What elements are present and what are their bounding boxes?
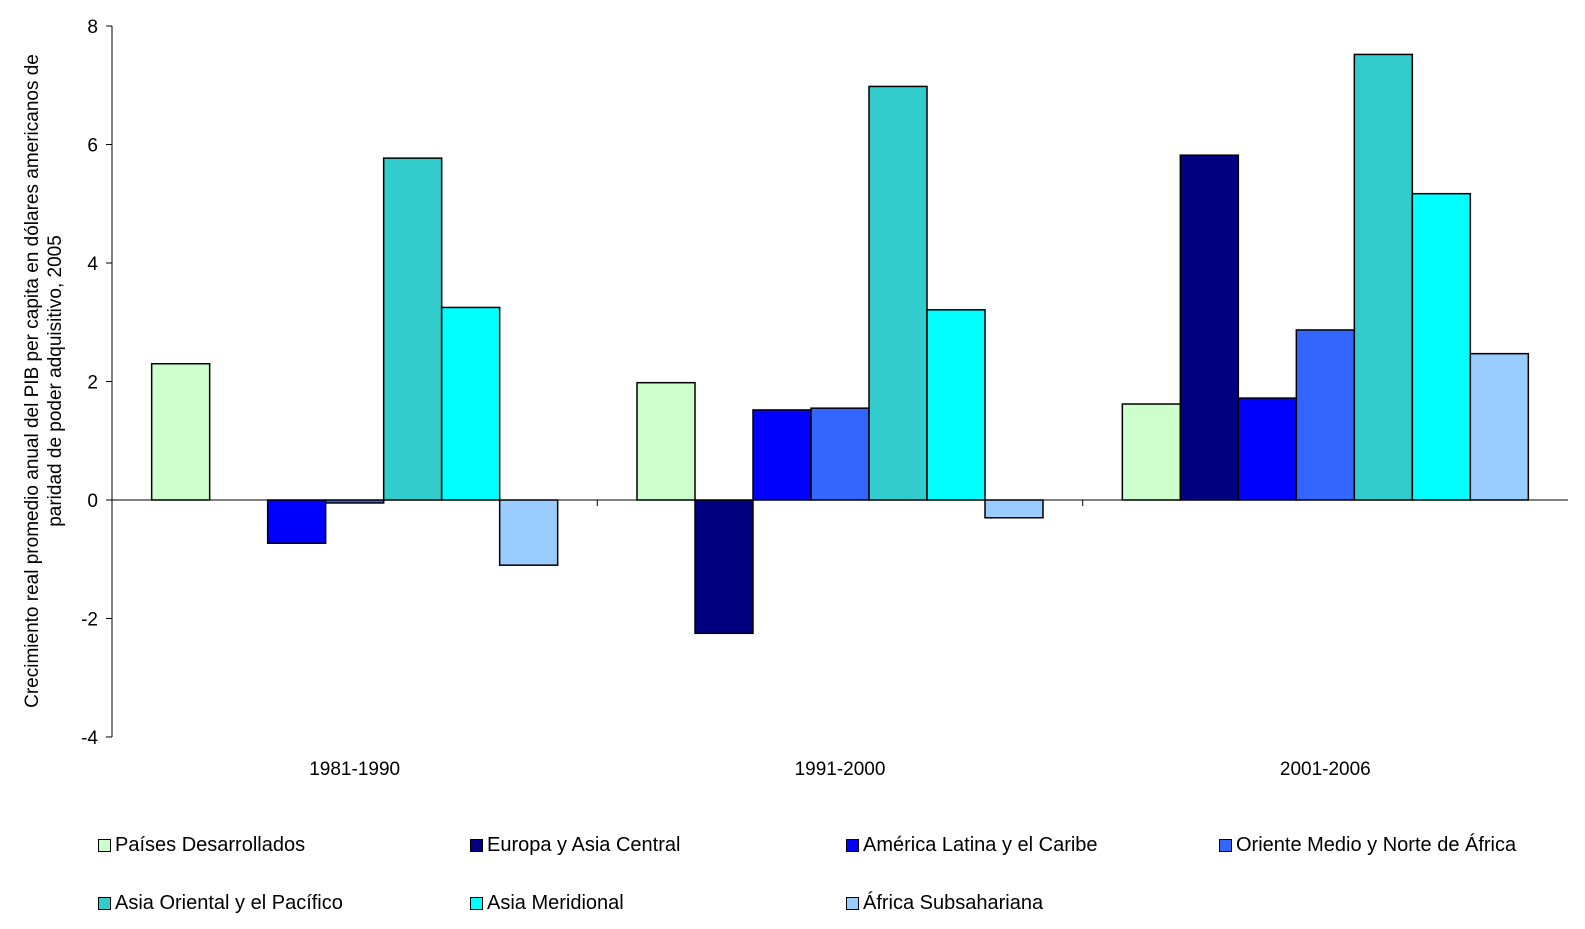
axes-layer: -4 -2 0 2 4 6 8 1981-1990 1991-2000 2001-2006 xyxy=(81,17,1568,780)
legend-label: Asia Oriental y el Pacífico xyxy=(115,892,343,914)
y-tick-label: -4 xyxy=(81,728,98,749)
bar-3-1991-2000 xyxy=(752,409,812,501)
legend-item: Europa y Asia Central xyxy=(470,834,680,857)
bar-2-2001-2006 xyxy=(1179,154,1240,501)
legend-swatch xyxy=(1219,839,1232,852)
legend-label: África Subsahariana xyxy=(863,892,1044,914)
legend-item: Oriente Medio y Norte de África xyxy=(1219,834,1516,857)
legend-item: Asia Oriental y el Pacífico xyxy=(98,892,343,915)
y-axis-title-line-2: paridad de poder adquisitivo, 2005 xyxy=(45,235,66,527)
y-tick-label: -2 xyxy=(81,610,98,631)
legend-swatch xyxy=(846,839,859,852)
legend-swatch xyxy=(98,897,111,910)
legend-label: América Latina y el Caribe xyxy=(863,834,1098,856)
legend: Países Desarrollados Europa y Asia Centra… xyxy=(98,834,1568,924)
legend-label: Asia Meridional xyxy=(487,892,624,914)
bar-7-2001-2006 xyxy=(1469,352,1530,501)
legend-item: Países Desarrollados xyxy=(98,834,305,857)
legend-swatch xyxy=(470,897,483,910)
bars-layer xyxy=(150,53,1530,635)
bar-6-2001-2006 xyxy=(1411,192,1472,501)
x-tick-label: 2001-2006 xyxy=(1280,759,1371,780)
legend-label: Oriente Medio y Norte de África xyxy=(1236,834,1517,856)
bar-1-1981-1990 xyxy=(150,362,211,501)
y-tick-label: 2 xyxy=(87,373,98,394)
y-axis-title-line-1: Crecimiento real promedio anual del PIB … xyxy=(22,54,43,708)
legend-item: África Subsahariana xyxy=(846,892,1043,915)
y-tick-label: 8 xyxy=(87,17,98,38)
legend-label: Países Desarrollados xyxy=(115,834,306,856)
legend-label: Europa y Asia Central xyxy=(487,834,681,856)
bar-4-2001-2006 xyxy=(1295,329,1356,501)
bar-4-1991-2000 xyxy=(810,407,870,501)
bar-7-1981-1990 xyxy=(498,499,559,566)
legend-item: Asia Meridional xyxy=(470,892,624,915)
bar-5-1981-1990 xyxy=(382,157,443,501)
legend-swatch xyxy=(470,839,483,852)
legend-item: América Latina y el Caribe xyxy=(846,834,1098,857)
y-tick-label: 6 xyxy=(87,136,98,157)
bar-6-1981-1990 xyxy=(440,306,501,501)
legend-swatch xyxy=(846,897,859,910)
bar-6-1991-2000 xyxy=(926,309,986,501)
x-tick-label: 1991-2000 xyxy=(795,759,886,780)
bar-5-2001-2006 xyxy=(1353,53,1414,501)
bar-2-1991-2000 xyxy=(694,499,754,635)
bar-7-1991-2000 xyxy=(984,499,1044,519)
bar-3-2001-2006 xyxy=(1237,397,1298,501)
x-tick-label: 1981-1990 xyxy=(309,759,400,780)
bar-3-1981-1990 xyxy=(266,499,327,545)
bar-5-1991-2000 xyxy=(868,85,928,501)
legend-swatch xyxy=(98,839,111,852)
bar-1-1991-2000 xyxy=(636,381,696,501)
y-tick-label: 4 xyxy=(87,254,98,275)
bar-1-2001-2006 xyxy=(1121,403,1182,501)
y-tick-label: 0 xyxy=(87,491,98,512)
